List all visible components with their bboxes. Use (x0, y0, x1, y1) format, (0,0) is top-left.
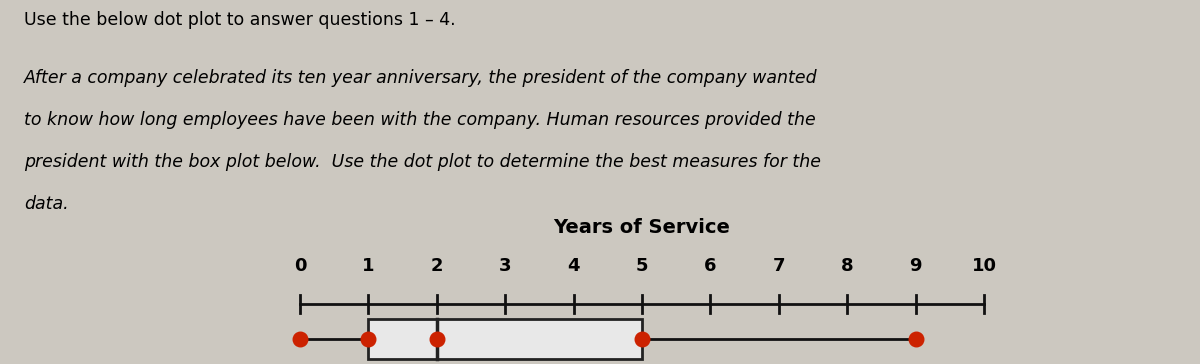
Bar (368, 318, 642, 359)
Point (359, 336, 378, 341)
Text: 3: 3 (499, 257, 511, 275)
Point (290, 336, 310, 341)
Point (632, 336, 652, 341)
Text: data.: data. (24, 195, 68, 213)
Text: Years of Service: Years of Service (553, 218, 731, 237)
Text: 6: 6 (704, 257, 716, 275)
Text: president with the box plot below.  Use the dot plot to determine the best measu: president with the box plot below. Use t… (24, 153, 821, 171)
Text: 9: 9 (910, 257, 922, 275)
Text: 4: 4 (568, 257, 580, 275)
Text: Use the below dot plot to answer questions 1 – 4.: Use the below dot plot to answer questio… (24, 11, 456, 29)
Point (427, 336, 446, 341)
Text: 8: 8 (841, 257, 853, 275)
Text: After a company celebrated its ten year anniversary, the president of the compan: After a company celebrated its ten year … (24, 69, 817, 87)
Text: 5: 5 (636, 257, 648, 275)
Text: 0: 0 (294, 257, 306, 275)
Text: 2: 2 (431, 257, 443, 275)
Text: 1: 1 (362, 257, 374, 275)
Point (906, 336, 925, 341)
Text: 7: 7 (773, 257, 785, 275)
Text: 10: 10 (972, 257, 996, 275)
Text: to know how long employees have been with the company. Human resources provided : to know how long employees have been wit… (24, 111, 816, 129)
